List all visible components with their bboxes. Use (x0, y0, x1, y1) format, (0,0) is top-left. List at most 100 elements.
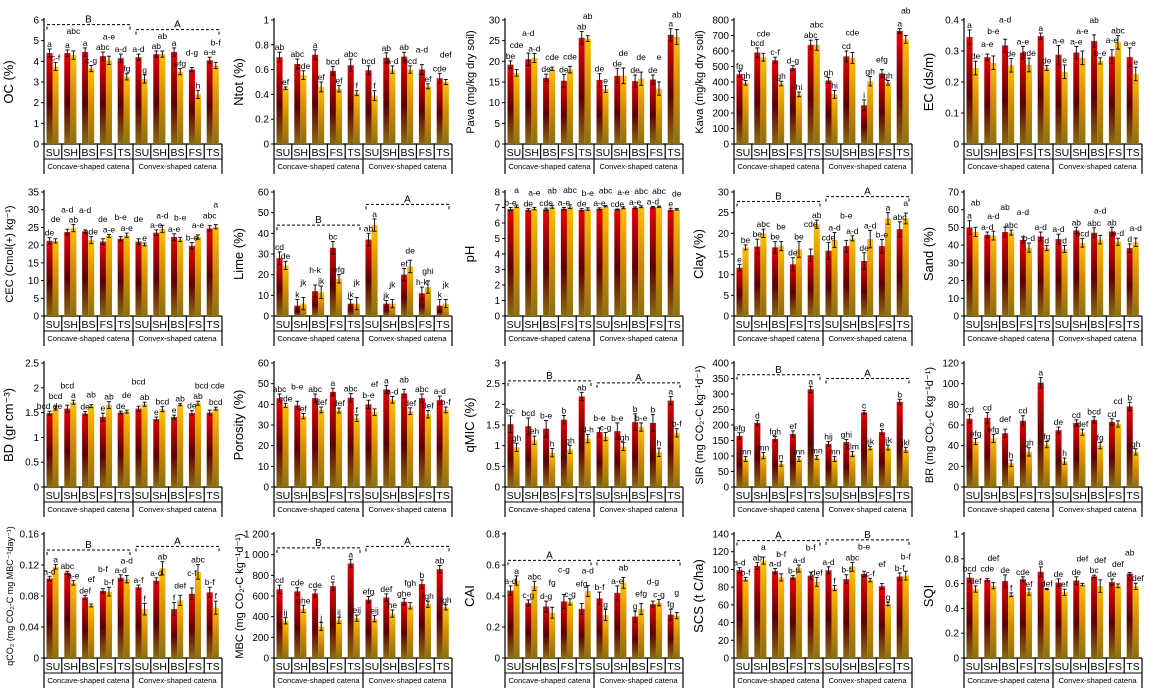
significance-label: a-d (1112, 228, 1125, 238)
significance-label: def (422, 401, 434, 411)
significance-label: e (1062, 55, 1067, 65)
significance-label: def (811, 567, 823, 577)
bar-series1-4 (807, 44, 814, 144)
significance-label: def (1112, 559, 1124, 569)
y-tick-label: 120 (712, 547, 729, 558)
significance-label: a-d (528, 43, 541, 53)
bar-series2-6 (1079, 242, 1086, 316)
y-tick-label: 5 (723, 291, 729, 302)
y-tick-label: 0.3 (945, 47, 959, 58)
category-label: FS (1020, 490, 1033, 502)
significance-label: b-e (291, 381, 304, 391)
bar-series1-9 (667, 34, 674, 144)
category-label: TS (117, 147, 130, 159)
bar-series2-6 (1079, 57, 1086, 144)
significance-label: ij (337, 607, 341, 617)
category-label: SU (135, 147, 150, 159)
y-tick-label: 0 (953, 483, 959, 494)
significance-label: a (384, 375, 389, 385)
significance-label: cde (1022, 48, 1036, 58)
bar-series1-4 (807, 255, 814, 316)
bracket-label-bg (773, 190, 784, 201)
bar-series1-1 (754, 52, 761, 144)
bracket-label: A (864, 187, 871, 198)
bar-series2-9 (673, 36, 680, 144)
significance-label: gh (1024, 438, 1034, 448)
bar-series1-8 (1108, 56, 1115, 144)
significance-label: abc (846, 552, 860, 562)
category-label: SU (736, 661, 751, 673)
significance-label: jk (347, 289, 355, 299)
significance-label: a-d (156, 210, 169, 220)
y-tick-label: 50 (718, 467, 730, 478)
significance-label: de (1000, 565, 1010, 575)
category-label: TS (347, 490, 360, 502)
significance-label: a (761, 542, 766, 552)
category-label: TS (896, 490, 909, 502)
category-label: FS (790, 490, 803, 502)
category-label: BS (631, 319, 645, 331)
bar-series2-4 (584, 38, 591, 144)
bar-series1-7 (401, 393, 408, 487)
bar-series2-2 (88, 406, 95, 487)
significance-label: de (636, 52, 646, 62)
y-tick-label: 0.04 (20, 623, 40, 634)
category-label: SU (596, 319, 611, 331)
significance-label: bcd (750, 38, 764, 48)
bar-series1-5 (1055, 54, 1062, 144)
bar-series1-2 (312, 398, 319, 487)
significance-label: b-f (104, 577, 115, 587)
significance-label: ghi (422, 266, 433, 276)
bar-series2-5 (831, 588, 838, 658)
y-tick-label: 0 (723, 140, 729, 151)
bar-series2-4 (813, 44, 820, 144)
significance-label: ef (789, 421, 797, 431)
category-label: FS (189, 147, 202, 159)
significance-label: cd (1018, 406, 1027, 416)
y-tick-label: 0 (494, 312, 500, 323)
significance-label: de (630, 65, 640, 75)
y-tick-label: 200 (712, 421, 729, 432)
significance-label: g (603, 600, 608, 610)
panel-14: 0 20 40 60 80 100 120 BR (mg CO₂-C kg⁻¹d⁻¹) cd ef… (924, 359, 1143, 517)
bar-series1-5 (135, 587, 142, 658)
significance-label: fgh (440, 595, 452, 605)
significance-label: ef (88, 574, 96, 584)
significance-label: a-d (582, 566, 595, 576)
bar-series1-4 (117, 412, 124, 487)
bar-series2-2 (778, 83, 785, 144)
bar-series2-7 (1097, 239, 1104, 316)
bar-series2-7 (407, 266, 414, 316)
bar-series1-7 (632, 422, 639, 487)
bar-series1-0 (736, 74, 743, 144)
significance-label: ab (1000, 202, 1010, 212)
category-label: SU (507, 147, 522, 159)
y-tick-label: 50 (258, 379, 270, 390)
category-label: SH (983, 490, 998, 502)
bar-series2-5 (831, 459, 838, 487)
bar-series2-9 (442, 607, 449, 658)
significance-label: de (577, 199, 587, 209)
bar-series2-4 (1043, 589, 1050, 658)
significance-label: gh (883, 70, 893, 80)
bar-series2-0 (513, 72, 520, 144)
bar-series1-1 (754, 565, 761, 658)
catena-label: Convex-shaped catena (599, 162, 678, 171)
y-tick-label: 800 (712, 16, 729, 27)
bar-series1-7 (632, 81, 639, 144)
significance-label: cd (983, 403, 992, 413)
significance-label: a-e (611, 576, 624, 586)
category-label: SU (596, 147, 611, 159)
bar-series1-4 (578, 608, 585, 658)
significance-label: ab (86, 390, 96, 400)
significance-bracket (46, 24, 131, 30)
significance-label: d-g (787, 56, 800, 66)
catena-label: Concave-shaped catena (737, 505, 820, 514)
significance-label: abc (634, 186, 648, 196)
significance-label: ab (193, 391, 203, 401)
y-tick-label: 30 (258, 250, 270, 261)
bar-series2-8 (424, 287, 431, 316)
bar-series1-0 (46, 53, 53, 144)
significance-label: def (1076, 554, 1088, 564)
